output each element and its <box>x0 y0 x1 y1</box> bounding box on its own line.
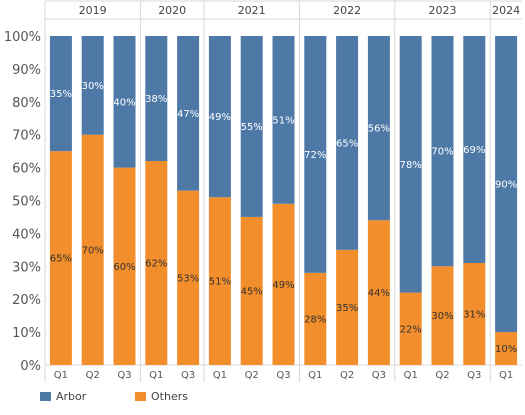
x-tick-label: Q1 <box>308 370 322 381</box>
bar-others <box>304 272 327 365</box>
bar-arbor <box>113 36 136 168</box>
year-label: 2022 <box>333 4 361 17</box>
data-label-arbor: 65% <box>336 138 358 149</box>
bar-others <box>177 190 200 365</box>
year-label: 2020 <box>158 4 186 17</box>
bar-others <box>367 220 390 365</box>
x-tick-label: Q3 <box>467 370 481 381</box>
x-tick-label: Q2 <box>435 370 449 381</box>
data-label-others: 30% <box>431 311 453 322</box>
x-tick-label: Q2 <box>245 370 259 381</box>
y-tick-label: 60% <box>12 162 41 177</box>
x-tick-label: Q3 <box>117 370 131 381</box>
x-tick-label: Q1 <box>404 370 418 381</box>
data-label-others: 53% <box>177 273 199 284</box>
y-tick-label: 10% <box>12 326 41 341</box>
x-tick-label: Q1 <box>149 370 163 381</box>
y-tick-label: 90% <box>12 63 41 78</box>
data-label-others: 65% <box>50 254 72 265</box>
y-tick-label: 80% <box>12 96 41 111</box>
x-tick-label: Q1 <box>54 370 68 381</box>
bar-arbor <box>495 36 518 333</box>
y-tick-label: 50% <box>12 195 41 210</box>
bar-arbor <box>272 36 295 204</box>
legend-label: Others <box>151 390 188 403</box>
bar-others <box>463 263 486 365</box>
bar-others <box>272 203 295 365</box>
bar-others <box>81 134 104 365</box>
data-label-arbor: 51% <box>272 115 294 126</box>
bar-others <box>336 249 359 365</box>
bar-others <box>240 216 263 365</box>
data-label-arbor: 78% <box>400 160 422 171</box>
bar-arbor <box>81 36 104 135</box>
data-label-others: 31% <box>463 310 485 321</box>
bar-others <box>49 151 72 365</box>
year-label: 2019 <box>79 4 107 17</box>
bar-arbor <box>463 36 486 264</box>
bar-arbor <box>431 36 454 267</box>
data-label-others: 28% <box>304 314 326 325</box>
legend-swatch <box>40 392 51 401</box>
data-label-arbor: 38% <box>145 94 167 105</box>
data-label-arbor: 70% <box>431 147 453 158</box>
bar-others <box>145 161 168 365</box>
data-label-others: 70% <box>82 245 104 256</box>
data-label-others: 45% <box>241 286 263 297</box>
bar-arbor <box>399 36 422 293</box>
data-label-arbor: 69% <box>463 145 485 156</box>
data-label-others: 44% <box>368 288 390 299</box>
data-label-arbor: 90% <box>495 180 517 191</box>
y-tick-label: 70% <box>12 129 41 144</box>
x-tick-label: Q2 <box>86 370 100 381</box>
data-label-others: 62% <box>145 259 167 270</box>
x-tick-label: Q2 <box>340 370 354 381</box>
bar-others <box>113 167 136 365</box>
bar-arbor <box>49 36 72 152</box>
x-tick-label: Q1 <box>213 370 227 381</box>
bar-others <box>495 332 518 365</box>
year-label: 2023 <box>429 4 457 17</box>
bar-arbor <box>208 36 231 198</box>
y-tick-label: 100% <box>4 30 41 45</box>
data-label-others: 51% <box>209 277 231 288</box>
x-tick-label: Q3 <box>181 370 195 381</box>
year-label: 2024 <box>492 4 520 17</box>
x-tick-label: Q3 <box>276 370 290 381</box>
data-label-arbor: 40% <box>113 97 135 108</box>
legend-label: Arbor <box>56 390 87 403</box>
y-tick-label: 30% <box>12 260 41 275</box>
year-label: 2021 <box>238 4 266 17</box>
bar-arbor <box>336 36 359 250</box>
bar-others <box>208 197 231 365</box>
data-label-others: 60% <box>113 262 135 273</box>
data-label-others: 10% <box>495 344 517 355</box>
y-tick-label: 40% <box>12 227 41 242</box>
data-label-others: 35% <box>336 303 358 314</box>
data-label-arbor: 56% <box>368 124 390 135</box>
bar-arbor <box>304 36 327 273</box>
y-tick-label: 20% <box>12 293 41 308</box>
data-label-others: 49% <box>272 280 294 291</box>
bar-others <box>431 266 454 365</box>
data-label-arbor: 35% <box>50 89 72 100</box>
bar-arbor <box>177 36 200 191</box>
data-label-arbor: 49% <box>209 112 231 123</box>
x-tick-label: Q1 <box>499 370 513 381</box>
bar-arbor <box>240 36 263 217</box>
data-label-arbor: 55% <box>241 122 263 133</box>
legend-swatch <box>135 392 146 401</box>
bar-others <box>399 292 422 365</box>
bar-arbor <box>145 36 168 162</box>
x-tick-label: Q3 <box>372 370 386 381</box>
data-label-arbor: 30% <box>82 81 104 92</box>
data-label-arbor: 47% <box>177 109 199 120</box>
data-label-others: 22% <box>400 324 422 335</box>
bar-arbor <box>367 36 390 221</box>
y-tick-label: 0% <box>20 359 41 374</box>
data-label-arbor: 72% <box>304 150 326 161</box>
